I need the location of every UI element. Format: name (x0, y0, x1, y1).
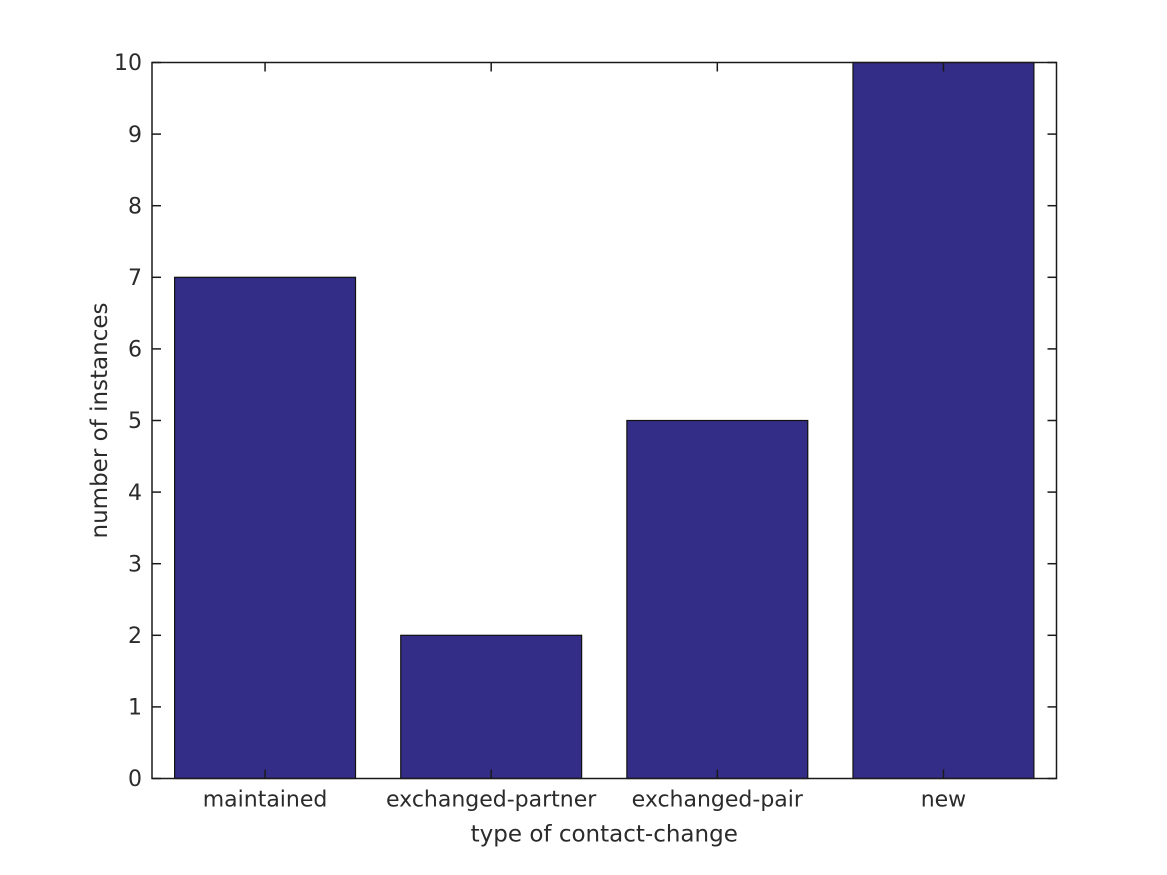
bar-exchanged-partner (400, 634, 583, 780)
y-tick-label-0: 0 (128, 767, 142, 792)
y-tick-label-10: 10 (114, 51, 142, 76)
x-tick-label-maintained: maintained (203, 788, 328, 813)
x-tick-label-new: new (921, 788, 966, 813)
bar-exchanged-pair (626, 419, 809, 780)
y-tick-label-2: 2 (128, 624, 142, 649)
bar-new (852, 61, 1035, 780)
y-axis-label: number of instances (87, 303, 113, 539)
x-axis-label: type of contact-change (471, 822, 738, 848)
x-tick-label-exchanged-partner: exchanged-partner (386, 788, 597, 813)
y-tick-label-5: 5 (128, 409, 142, 434)
y-tick-label-6: 6 (128, 338, 142, 363)
bar-maintained (174, 276, 357, 780)
y-tick-label-4: 4 (128, 481, 142, 506)
y-tick-label-1: 1 (128, 696, 142, 721)
y-tick-label-7: 7 (128, 266, 142, 291)
y-tick-label-9: 9 (128, 123, 142, 148)
y-tick-label-8: 8 (128, 194, 142, 219)
y-tick-label-3: 3 (128, 552, 142, 577)
x-tick-label-exchanged-pair: exchanged-pair (632, 788, 804, 813)
